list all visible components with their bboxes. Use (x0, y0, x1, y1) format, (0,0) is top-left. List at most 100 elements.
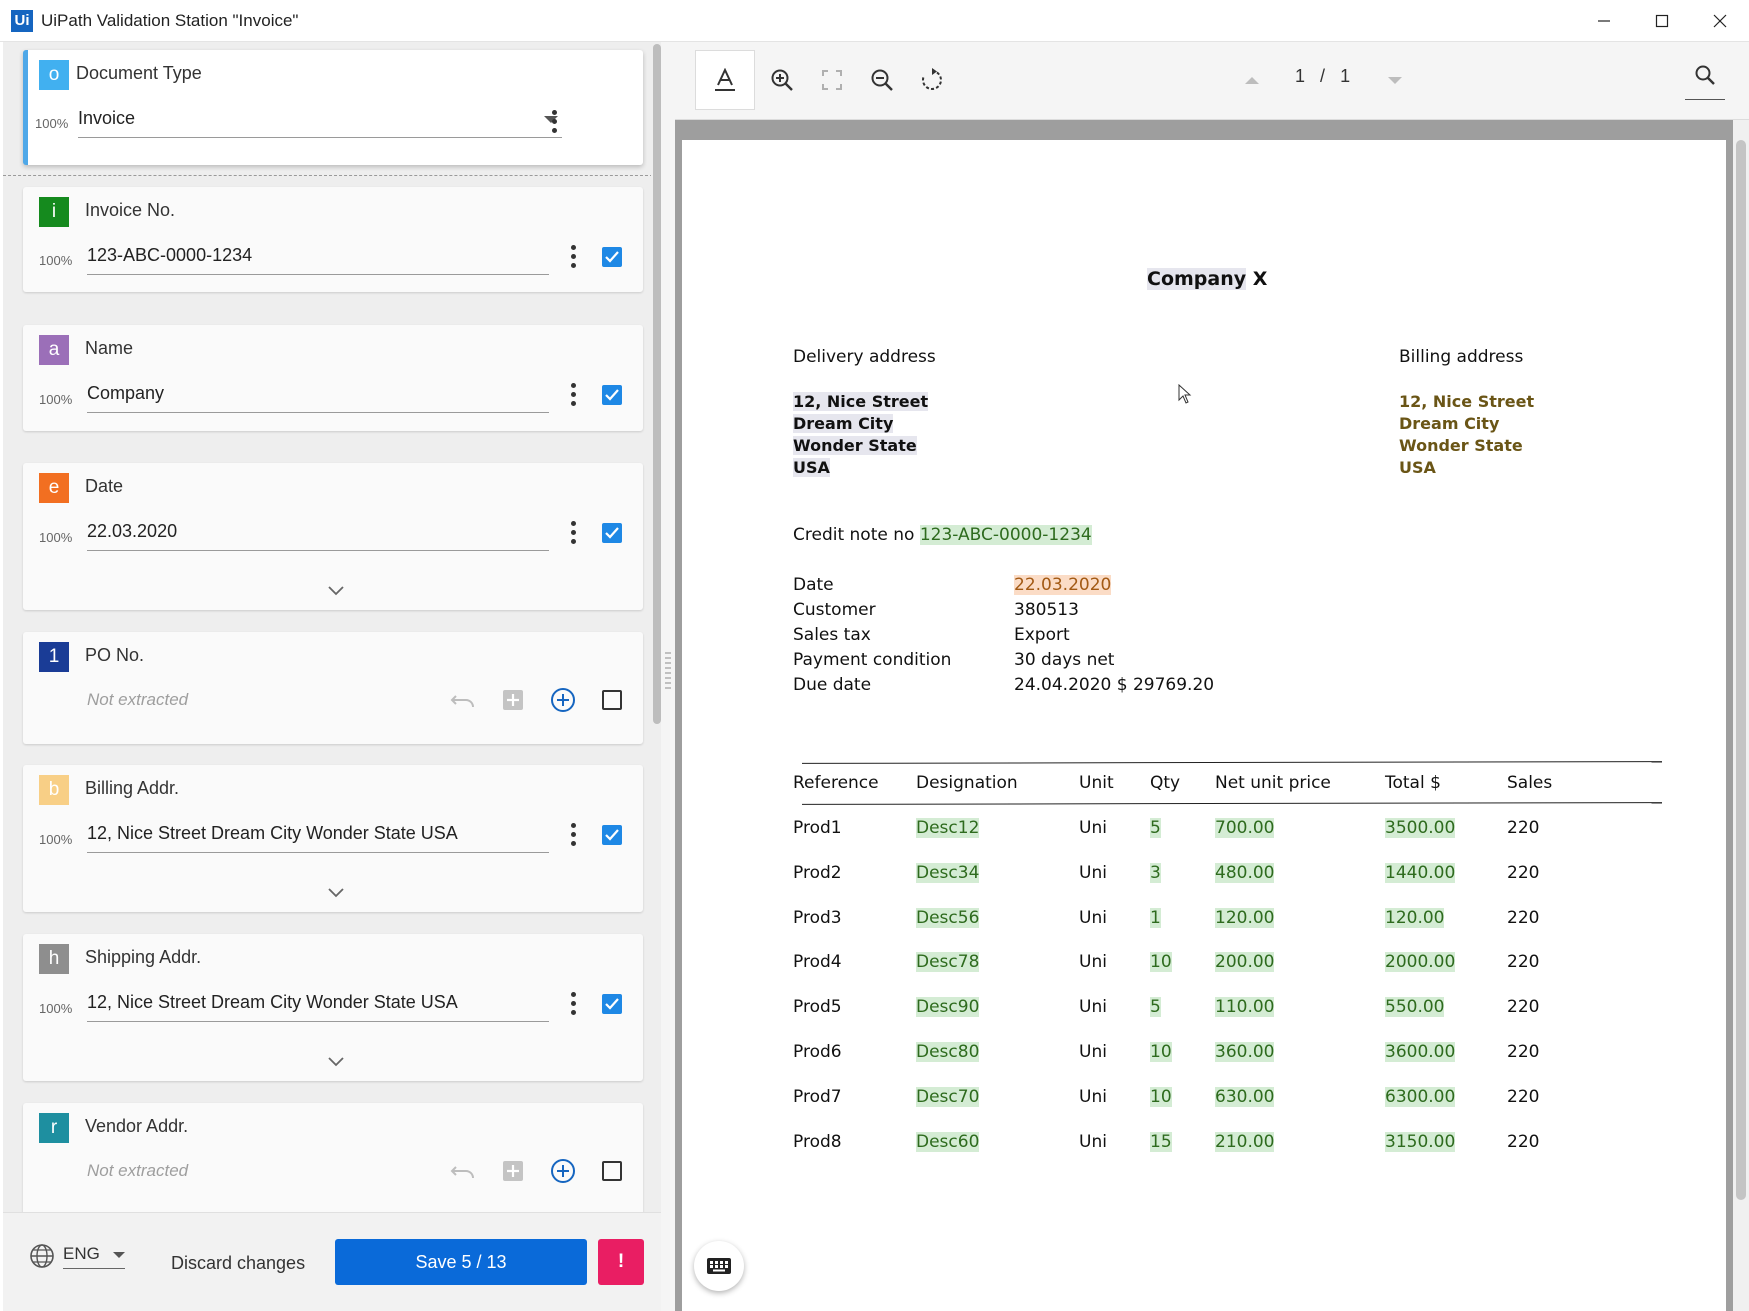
confirm-checkbox[interactable] (602, 994, 622, 1014)
billing-address-line[interactable]: Wonder State (1399, 436, 1523, 455)
confirm-checkbox[interactable] (602, 523, 622, 543)
total-cell[interactable]: 3150.00 (1385, 1131, 1456, 1152)
document-type-select[interactable]: Invoice (78, 108, 562, 138)
minimize-button[interactable] (1575, 0, 1633, 42)
sales-cell: 220 (1507, 997, 1540, 1018)
delivery-address-line[interactable]: USA (793, 458, 830, 477)
total-cell[interactable]: 3500.00 (1385, 818, 1456, 838)
invoice-no-input[interactable]: 123-ABC-0000-1234 (87, 245, 549, 275)
unit-price-cell[interactable]: 360.00 (1215, 1042, 1275, 1062)
save-button[interactable]: Save 5 / 13 (335, 1239, 587, 1285)
qty-cell[interactable]: 3 (1150, 862, 1161, 883)
search-button[interactable] (1685, 50, 1725, 100)
qty-cell[interactable]: 15 (1150, 1131, 1172, 1152)
confirm-checkbox[interactable] (602, 825, 622, 845)
total-cell[interactable]: 2000.00 (1385, 952, 1456, 973)
qty-cell[interactable]: 5 (1150, 997, 1161, 1018)
more-options-icon[interactable] (563, 820, 583, 848)
qty-cell[interactable]: 1 (1150, 907, 1161, 928)
billing-addr-input[interactable]: 12, Nice Street Dream City Wonder State … (87, 823, 549, 853)
qty-cell[interactable]: 10 (1150, 1086, 1172, 1107)
add-value-icon[interactable] (550, 1158, 576, 1184)
viewer-scrollbar[interactable] (1733, 120, 1749, 1311)
fields-list[interactable]: o Document Type 100% Invoice i Invoice N… (3, 42, 661, 1212)
close-button[interactable] (1691, 0, 1749, 42)
unit-cell: Uni (1079, 1042, 1107, 1062)
rotate-button[interactable] (910, 50, 954, 110)
language-selector[interactable]: ENG (29, 1243, 125, 1269)
undo-icon[interactable] (450, 1158, 476, 1184)
delivery-address-line[interactable]: Dream City (793, 414, 894, 433)
date-input[interactable]: 22.03.2020 (87, 521, 549, 551)
total-cell[interactable]: 550.00 (1385, 997, 1445, 1018)
credit-note-number-highlight[interactable]: 123-ABC-0000-1234 (919, 525, 1092, 545)
more-options-icon[interactable] (544, 107, 564, 135)
language-value[interactable]: ENG (63, 1244, 125, 1269)
designation-cell[interactable]: Desc12 (916, 818, 980, 838)
total-cell[interactable]: 3600.00 (1385, 1042, 1456, 1062)
more-options-icon[interactable] (563, 380, 583, 408)
name-input[interactable]: Company (87, 383, 549, 413)
undo-icon[interactable] (450, 687, 476, 713)
unit-price-cell[interactable]: 200.00 (1215, 952, 1275, 973)
chevron-down-icon[interactable] (328, 888, 346, 900)
designation-cell[interactable]: Desc34 (916, 862, 980, 883)
qty-cell[interactable]: 10 (1150, 1042, 1172, 1062)
total-cell[interactable]: 6300.00 (1385, 1086, 1456, 1107)
zoom-in-button[interactable] (760, 50, 804, 110)
company-name-highlight[interactable]: Company (1147, 268, 1247, 290)
unit-price-cell[interactable]: 110.00 (1215, 997, 1275, 1018)
chevron-down-icon[interactable] (328, 586, 346, 598)
billing-address-line[interactable]: USA (1399, 458, 1436, 477)
confirm-checkbox[interactable] (602, 247, 622, 267)
add-value-icon[interactable] (550, 687, 576, 713)
designation-cell[interactable]: Desc90 (916, 997, 980, 1018)
unit-cell: Uni (1079, 1131, 1107, 1152)
unit-price-cell[interactable]: 120.00 (1215, 907, 1275, 928)
unit-price-cell[interactable]: 700.00 (1215, 818, 1275, 838)
confirm-checkbox[interactable] (602, 1161, 622, 1181)
text-select-button[interactable] (695, 50, 755, 110)
confirm-checkbox[interactable] (602, 385, 622, 405)
panel-splitter[interactable] (661, 42, 675, 1311)
billing-address-line[interactable]: 12, Nice Street (1399, 392, 1535, 411)
billing-address-line[interactable]: Dream City (1399, 414, 1500, 433)
current-page[interactable]: 1 (1295, 66, 1306, 86)
total-cell[interactable]: 1440.00 (1385, 862, 1456, 883)
keyboard-shortcuts-button[interactable] (694, 1241, 744, 1291)
delivery-address-line[interactable]: Wonder State (793, 436, 917, 455)
more-options-icon[interactable] (563, 242, 583, 270)
fit-page-button[interactable] (810, 50, 854, 110)
chevron-down-icon[interactable] (328, 1057, 346, 1069)
column-header: Total $ (1385, 773, 1441, 793)
total-cell[interactable]: 120.00 (1385, 907, 1445, 928)
maximize-button[interactable] (1633, 0, 1691, 42)
qty-cell[interactable]: 5 (1150, 818, 1161, 838)
confirm-checkbox[interactable] (602, 690, 622, 710)
unit-price-cell[interactable]: 630.00 (1215, 1086, 1275, 1107)
splitter-handle-icon[interactable] (665, 652, 671, 692)
more-options-icon[interactable] (563, 518, 583, 546)
qty-cell[interactable]: 10 (1150, 952, 1172, 973)
unit-price-cell[interactable]: 210.00 (1215, 1131, 1275, 1152)
unit-price-cell[interactable]: 480.00 (1215, 862, 1275, 883)
document-page[interactable]: Company X Delivery address Billing addre… (682, 140, 1726, 1311)
shipping-addr-input[interactable]: 12, Nice Street Dream City Wonder State … (87, 992, 549, 1022)
fields-scrollbar-thumb[interactable] (653, 44, 661, 724)
discard-changes-button[interactable]: Discard changes (171, 1253, 306, 1273)
add-box-icon[interactable] (500, 687, 526, 713)
designation-cell[interactable]: Desc78 (916, 952, 980, 973)
zoom-out-button[interactable] (860, 50, 904, 110)
add-box-icon[interactable] (500, 1158, 526, 1184)
previous-page-icon[interactable] (1245, 76, 1259, 85)
designation-cell[interactable]: Desc80 (916, 1042, 980, 1062)
more-options-icon[interactable] (563, 989, 583, 1017)
date-value-highlight[interactable]: 22.03.2020 (1014, 575, 1112, 595)
validation-alert-button[interactable]: ! (598, 1239, 644, 1285)
delivery-address-line[interactable]: 12, Nice Street (793, 392, 929, 411)
designation-cell[interactable]: Desc56 (916, 907, 980, 928)
designation-cell[interactable]: Desc60 (916, 1131, 980, 1152)
designation-cell[interactable]: Desc70 (916, 1086, 980, 1107)
next-page-icon[interactable] (1388, 76, 1402, 85)
viewer-scrollbar-thumb[interactable] (1736, 140, 1746, 1200)
